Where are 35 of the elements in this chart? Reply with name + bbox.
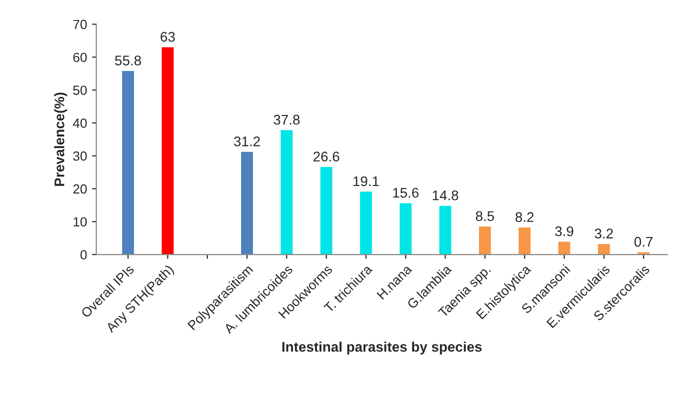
data-label: 3.9 xyxy=(555,226,574,236)
bar xyxy=(122,70,134,255)
y-tick-label: 30 xyxy=(73,151,87,161)
y-tick-label: 20 xyxy=(73,184,87,194)
bar xyxy=(360,192,372,255)
data-label: 0.7 xyxy=(634,236,653,247)
bar xyxy=(162,47,174,255)
data-label: 8.2 xyxy=(516,212,534,222)
data-label: 63 xyxy=(160,32,175,42)
data-label: 15.6 xyxy=(393,188,419,198)
data-label: 19.1 xyxy=(354,176,379,186)
data-label: 8.5 xyxy=(476,211,494,222)
bar xyxy=(320,167,332,255)
data-label: 14.8 xyxy=(432,190,458,200)
y-tick-label: 50 xyxy=(73,86,87,95)
bar xyxy=(439,206,452,255)
bar xyxy=(598,244,610,255)
y-tick-label: 70 xyxy=(73,20,87,30)
data-label: 3.2 xyxy=(594,228,613,238)
data-label: 26.6 xyxy=(314,152,340,162)
bar xyxy=(478,226,491,255)
y-tick-label: 60 xyxy=(73,52,87,62)
y-tick-label: 0 xyxy=(80,250,87,260)
data-label: 37.8 xyxy=(274,114,300,125)
y-axis-title: Prevalence(%) xyxy=(54,92,68,186)
bar xyxy=(400,203,412,255)
bar xyxy=(280,130,293,255)
bar xyxy=(558,242,570,255)
x-axis-title: Intestinal parasites by species xyxy=(282,342,482,355)
y-tick-label: 40 xyxy=(72,118,87,128)
data-label: 55.8 xyxy=(115,56,141,66)
bar xyxy=(518,228,531,255)
bar xyxy=(241,152,253,255)
data-label: 31.2 xyxy=(234,136,260,146)
y-tick-label: 10 xyxy=(74,217,87,227)
